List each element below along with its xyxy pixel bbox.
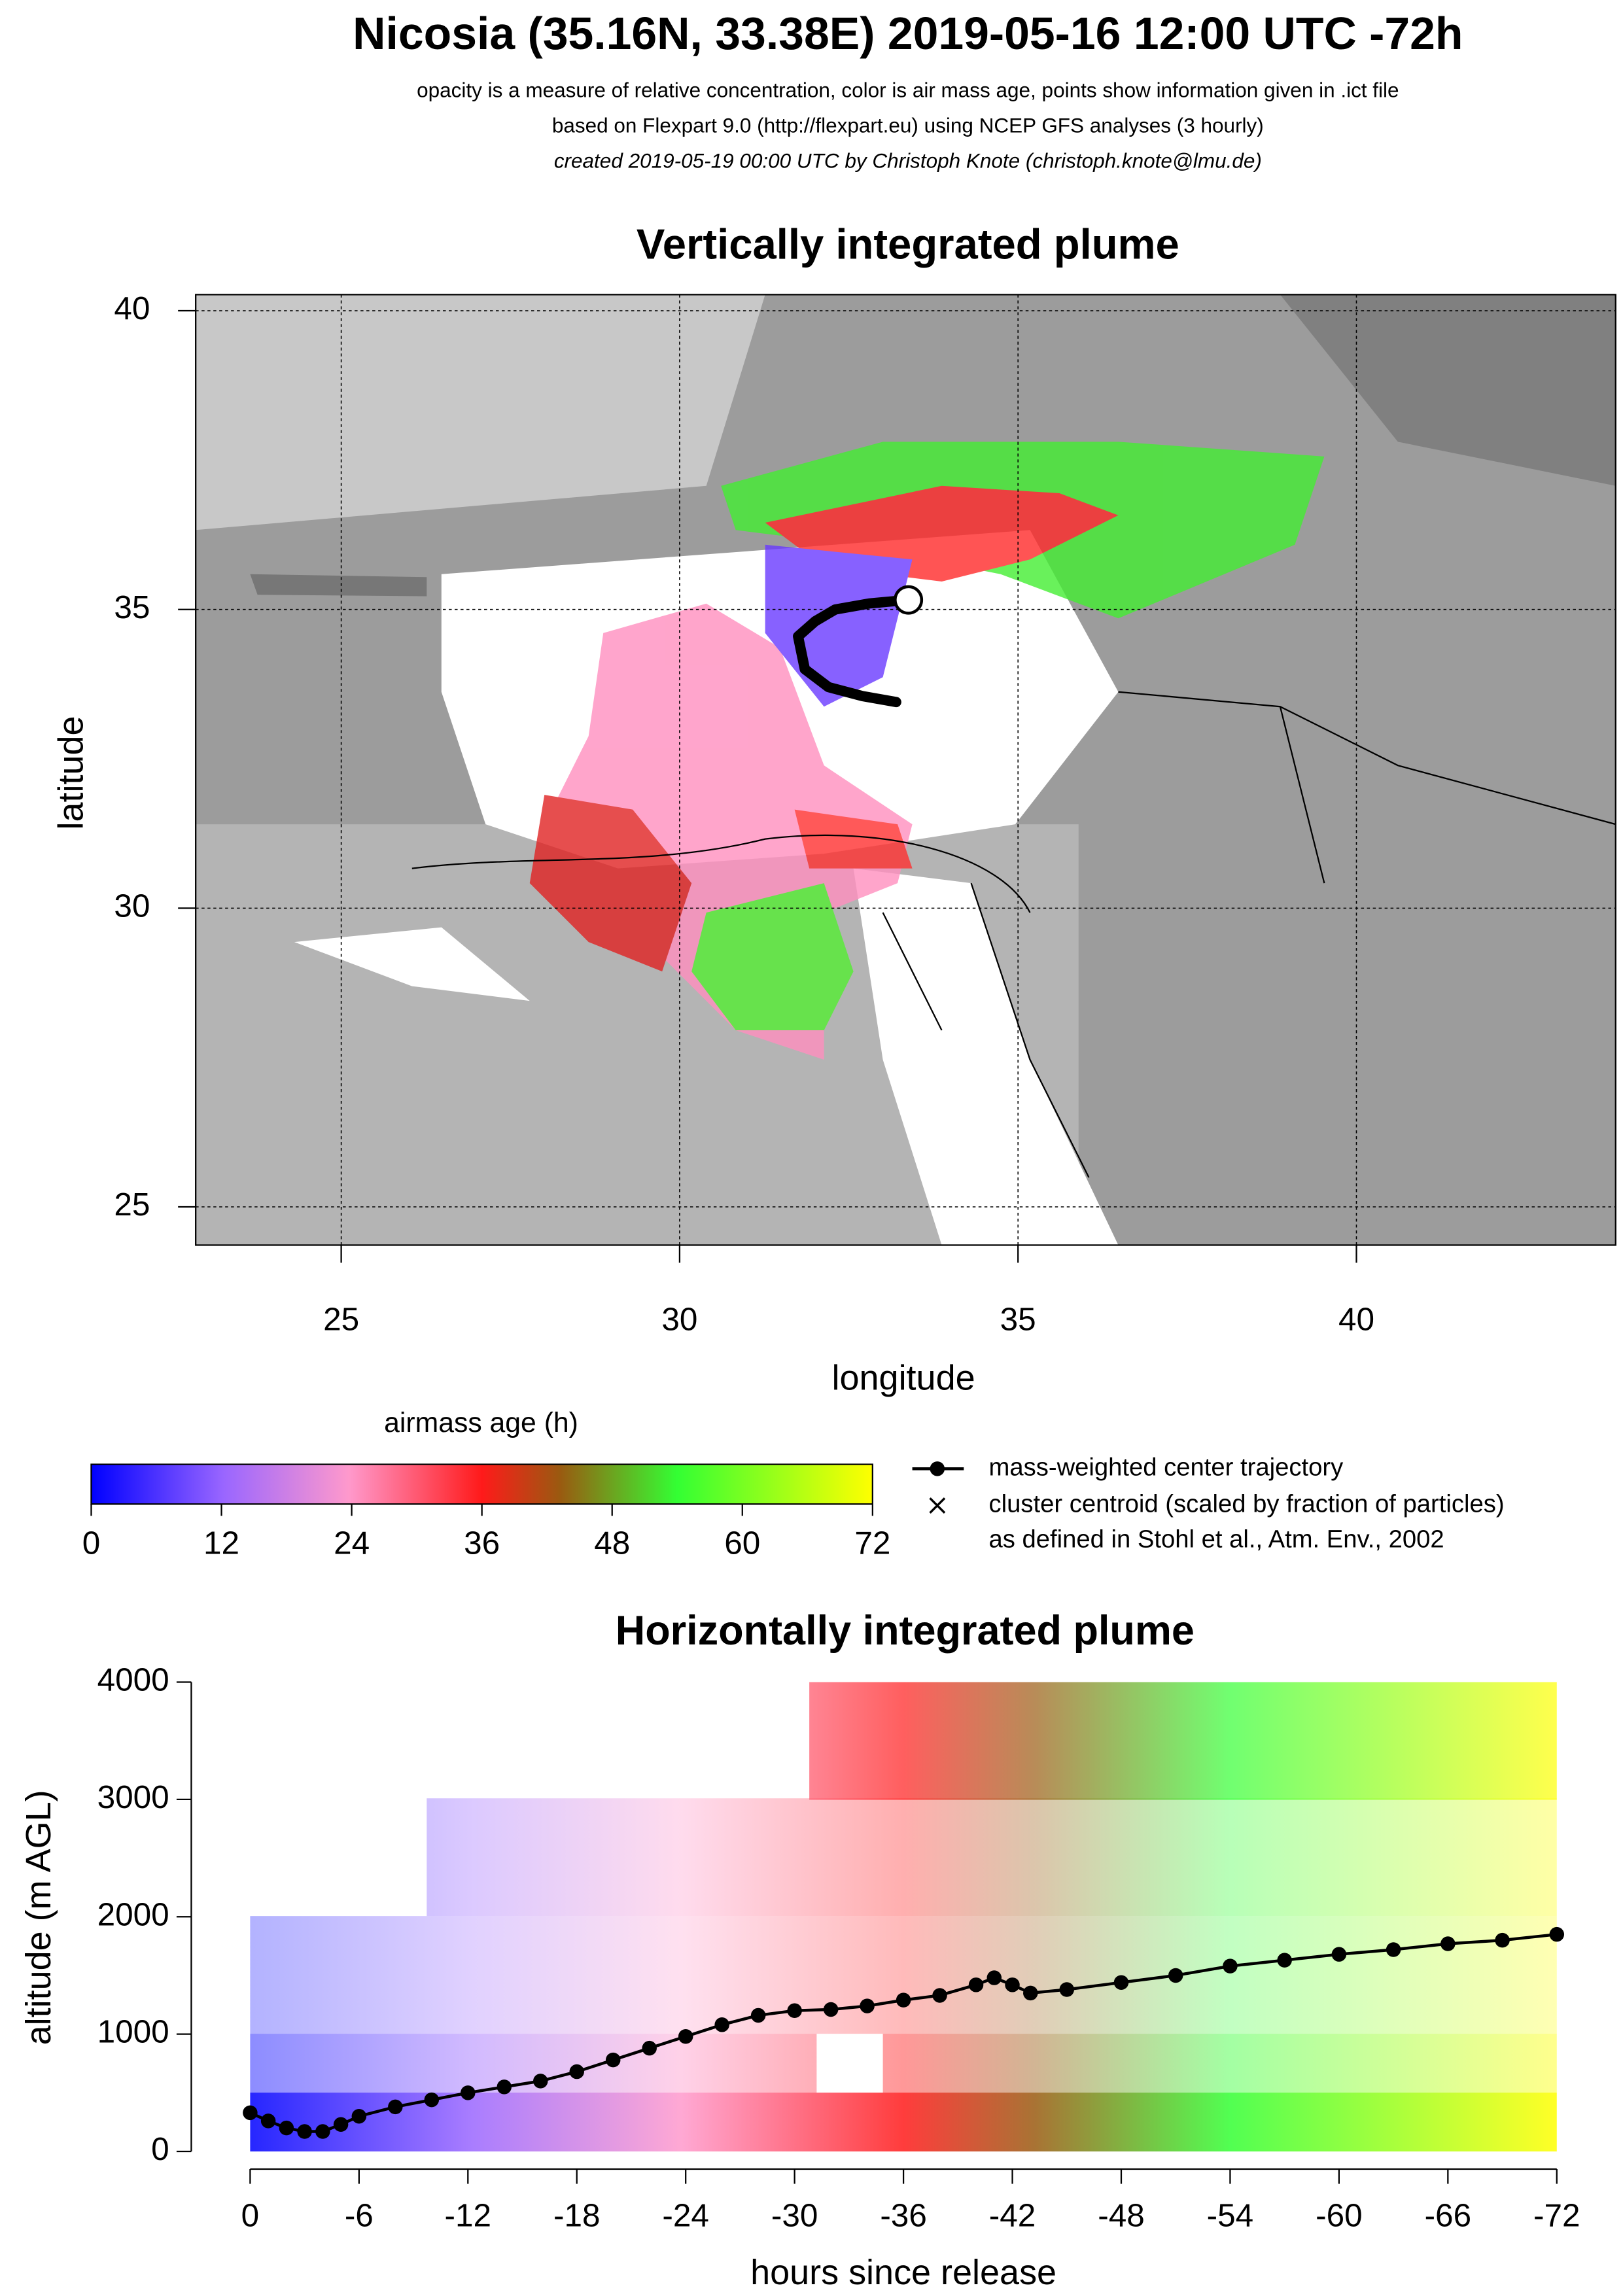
center-point (297, 2124, 312, 2139)
map-title: Vertically integrated plume (637, 220, 1179, 268)
y-tick-label: 30 (114, 888, 150, 924)
center-point (1005, 1977, 1020, 1992)
y-tick-label: 0 (151, 2131, 169, 2167)
center-point (932, 1988, 947, 2003)
y-tick-label: 35 (114, 589, 150, 625)
center-point (533, 2074, 548, 2089)
x-tick-label: 30 (661, 1301, 697, 1337)
x-tick-label: -48 (1098, 2197, 1145, 2233)
colorbar-tick-label: 48 (594, 1525, 630, 1561)
title: Nicosia (35.16N, 33.38E) 2019-05-16 12:0… (353, 8, 1463, 59)
colorbar-tick-label: 12 (203, 1525, 239, 1561)
subtitle: created 2019-05-19 00:00 UTC by Christop… (554, 148, 1262, 172)
x-tick-label: -54 (1207, 2197, 1254, 2233)
x-tick-label: 25 (323, 1301, 359, 1337)
center-point (1549, 1926, 1565, 1942)
center-point (333, 2117, 349, 2132)
map-background (196, 294, 1616, 1245)
center-point (823, 2002, 839, 2017)
center-trajectory (793, 595, 914, 708)
subtitle: opacity is a measure of relative concent… (417, 78, 1399, 101)
center-point (714, 2017, 729, 2032)
center-point (605, 2052, 621, 2068)
center-point (260, 2113, 276, 2129)
center-point (388, 2099, 403, 2115)
x-tick-label: -60 (1316, 2197, 1363, 2233)
colorbar-tick-label: 0 (82, 1525, 101, 1561)
x-tick-label: -30 (771, 2197, 818, 2233)
colorbar-tick-label: 60 (724, 1525, 760, 1561)
center-point (896, 1992, 911, 2008)
legend-label: as defined in Stohl et al., Atm. Env., 2… (989, 1525, 1444, 1554)
center-point (1223, 1958, 1238, 1974)
legend-cross (929, 1497, 946, 1514)
x-tick-label: 0 (241, 2197, 260, 2233)
legend: mass-weighted center trajectory cluster … (912, 1453, 1505, 1554)
center-point (351, 2108, 367, 2124)
y-tick-label: 3000 (97, 1779, 169, 1815)
release-point (894, 585, 924, 615)
x-tick-label: -66 (1425, 2197, 1472, 2233)
x-tick-label: -36 (880, 2197, 927, 2233)
y-tick-label: 2000 (97, 1896, 169, 1932)
center-point (424, 2092, 440, 2108)
map-frame (195, 294, 1616, 1246)
center-point (1495, 1932, 1510, 1948)
colorbar-title: airmass age (h) (384, 1407, 578, 1438)
center-point (1113, 1975, 1129, 1990)
center-point (279, 2120, 294, 2136)
colorbar-tick-label: 72 (854, 1525, 890, 1561)
center-point (1331, 1947, 1347, 1962)
center-point (986, 1970, 1002, 1985)
x-axis-label: hours since release (750, 2253, 1056, 2292)
x-tick-label: 40 (1338, 1301, 1374, 1337)
x-tick-label: -24 (662, 2197, 709, 2233)
colorbar (90, 1463, 873, 1505)
center-point (678, 2028, 693, 2044)
subtitle: based on Flexpart 9.0 (http://flexpart.e… (552, 113, 1264, 137)
y-tick-label: 25 (114, 1187, 150, 1223)
profile-background (250, 1682, 1557, 2152)
x-tick-label: -6 (345, 2197, 374, 2233)
center-point (1168, 1968, 1183, 1983)
center-point (1059, 1982, 1075, 1997)
center-point (315, 2124, 330, 2139)
profile-title: Horizontally integrated plume (616, 1608, 1195, 1654)
y-axis-label: latitude (52, 716, 91, 829)
colorbar-tick-label: 24 (334, 1525, 370, 1561)
center-point (860, 1998, 875, 2013)
legend-dot (930, 1461, 945, 1476)
x-tick-label: -18 (553, 2197, 601, 2233)
center-point (497, 2079, 512, 2095)
center-point (1440, 1936, 1456, 1951)
center-point (461, 2085, 476, 2100)
center-point (750, 2008, 766, 2023)
colorbar-tick-label: 36 (464, 1525, 500, 1561)
center-point (1023, 1985, 1038, 2001)
legend-label: mass-weighted center trajectory (989, 1453, 1344, 1481)
center-point (569, 2064, 584, 2079)
center-point (968, 1977, 984, 1992)
x-axis-label: longitude (832, 1359, 975, 1398)
x-tick-label: -72 (1533, 2197, 1580, 2233)
center-point (1277, 1953, 1292, 1968)
x-tick-label: -12 (445, 2197, 492, 2233)
center-point (787, 2003, 802, 2019)
legend-label: cluster centroid (scaled by fraction of … (989, 1490, 1505, 1518)
y-axis-label: altitude (m AGL) (19, 1790, 58, 2045)
y-tick-label: 40 (114, 290, 150, 326)
center-point (1386, 1942, 1401, 1957)
center-point (642, 2040, 657, 2056)
center-point (243, 2105, 258, 2121)
x-tick-label: 35 (1000, 1301, 1036, 1337)
y-tick-label: 1000 (97, 2014, 169, 2050)
x-tick-label: -42 (989, 2197, 1036, 2233)
y-tick-label: 4000 (97, 1662, 169, 1698)
